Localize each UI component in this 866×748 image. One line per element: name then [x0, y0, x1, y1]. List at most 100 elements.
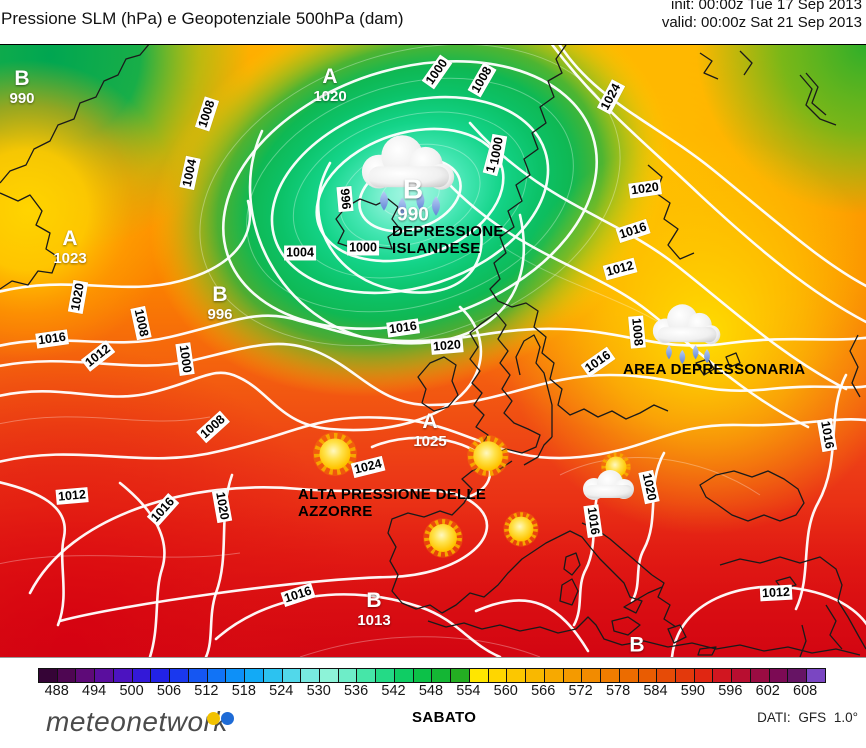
colorbar-cell	[657, 669, 676, 682]
colorbar-cell	[39, 669, 58, 682]
map-annotation: ALTA PRESSIONE DELLE AZZORRE	[298, 486, 487, 520]
colorbar-cell	[488, 669, 508, 682]
isobar-label: 1012	[602, 257, 638, 281]
colorbar-tick: 602	[755, 683, 780, 699]
colorbar-cell	[245, 669, 264, 682]
isobar-label: 1024	[596, 79, 626, 115]
isobar-label: 1000	[486, 134, 508, 168]
data-source-label: DATI: GFS 1.0°	[757, 710, 858, 725]
isobar-label: 1020	[67, 280, 89, 314]
isobar-label: 1008	[628, 315, 646, 349]
pressure-center: B 990	[397, 173, 429, 226]
isobar-label: 1024	[350, 455, 386, 479]
colorbar-tick: 518	[231, 683, 256, 699]
colorbar	[38, 668, 826, 683]
meteonetwork-logo: meteonetwork	[46, 706, 234, 738]
colorbar-cell	[282, 669, 302, 682]
colorbar-tick: 512	[194, 683, 219, 699]
isobar-label: 1020	[211, 489, 233, 523]
weather-map: 1008100499610041004100010001008100010241…	[0, 44, 866, 658]
colorbar-tick: 542	[381, 683, 406, 699]
pressure-center: B	[629, 633, 645, 657]
colorbar-cell	[338, 669, 358, 682]
colorbar-tick: 566	[531, 683, 556, 699]
colorbar-cell	[582, 669, 602, 682]
colorbar-tick: 548	[418, 683, 444, 699]
colorbar-tick: 608	[793, 683, 818, 699]
isobar-label: 1012	[80, 340, 116, 372]
day-label: SABATO	[412, 709, 477, 726]
pressure-center: B 996	[207, 283, 233, 323]
colorbar-cell	[713, 669, 733, 682]
pressure-center: B 990	[9, 67, 35, 107]
colorbar-cell	[526, 669, 545, 682]
isobar-label: 1000	[421, 54, 453, 90]
colorbar-cell	[376, 669, 395, 682]
colorbar-cell	[413, 669, 433, 682]
isobar-label: 1016	[280, 582, 316, 608]
isobar-label: 1012	[55, 487, 89, 505]
colorbar-tick: 590	[680, 683, 705, 699]
isobar-label: 1016	[580, 346, 616, 378]
colorbar-cell	[113, 669, 133, 682]
isobar-label: 1008	[467, 62, 497, 98]
colorbar-tick: 554	[456, 683, 481, 699]
colorbar-tick: 506	[156, 683, 182, 699]
pressure-center: A 1023	[53, 227, 87, 267]
colorbar-cell	[769, 669, 789, 682]
colorbar-cell	[301, 669, 321, 682]
colorbar-cell	[394, 669, 414, 682]
colorbar-tick: 494	[82, 683, 107, 699]
isobar-label: 1020	[430, 337, 464, 355]
logo-text: meteonetwork	[46, 706, 228, 737]
pressure-center: B 1013	[357, 589, 391, 629]
isobar-label: 1004	[179, 155, 201, 191]
colorbar-tick: 500	[119, 683, 144, 699]
colorbar-tick: 596	[718, 683, 743, 699]
isobar-label: 1004	[284, 245, 316, 261]
colorbar-cell	[432, 669, 452, 682]
colorbar-tick: 524	[269, 683, 294, 699]
isobar-label: 1008	[196, 410, 230, 444]
colorbar-cell	[732, 669, 751, 682]
colorbar-cell	[638, 669, 658, 682]
init-line: init: 00:00z Tue 17 Sep 2013	[671, 0, 862, 13]
pressure-center: A 1025	[413, 410, 447, 450]
isobar-label: 1016	[386, 318, 420, 338]
colorbar-cell	[263, 669, 283, 682]
colorbar-cell	[544, 669, 564, 682]
map-overlay: 1008100499610041004100010001008100010241…	[0, 45, 866, 657]
colorbar-cell	[619, 669, 639, 682]
colorbar-tick: 578	[605, 683, 631, 699]
colorbar-cell	[694, 669, 714, 682]
valid-line: valid: 00:00z Sat 21 Sep 2013	[661, 14, 862, 31]
colorbar-cell	[207, 669, 227, 682]
isobar-label: 1016	[816, 418, 838, 452]
logo-dot-yellow	[207, 712, 220, 725]
colorbar-cell	[76, 669, 96, 682]
colorbar-cell	[469, 669, 489, 682]
isobar-label: 1008	[130, 305, 152, 341]
isobar-label: 1020	[628, 179, 662, 199]
colorbar-tick: 488	[44, 683, 69, 699]
colorbar-tick: 530	[306, 683, 331, 699]
colorbar-cell	[132, 669, 152, 682]
isobar-label: 1012	[759, 584, 793, 602]
colorbar-ticks: 488 494 500 506 512 518 524 530 536 542 548 554 560 5…	[38, 683, 824, 699]
map-annotation: DEPRESSIONE ISLANDESE	[392, 223, 504, 257]
colorbar-tick: 584	[643, 683, 668, 699]
colorbar-cell	[170, 669, 189, 682]
isobar-label: 1016	[35, 329, 69, 349]
isobar-label: 1000	[175, 342, 195, 376]
colorbar-tick: 560	[493, 683, 518, 699]
isobar-label: 1016	[146, 493, 180, 527]
colorbar-cell	[357, 669, 377, 682]
colorbar-cell	[507, 669, 527, 682]
colorbar-cell	[601, 669, 620, 682]
colorbar-cell	[320, 669, 339, 682]
colorbar-cell	[807, 669, 825, 682]
model-run-info: init: 00:00z Tue 17 Sep 2013 valid: 00:0…	[662, 0, 862, 32]
pressure-center: A 1020	[313, 65, 347, 105]
colorbar-cell	[750, 669, 770, 682]
